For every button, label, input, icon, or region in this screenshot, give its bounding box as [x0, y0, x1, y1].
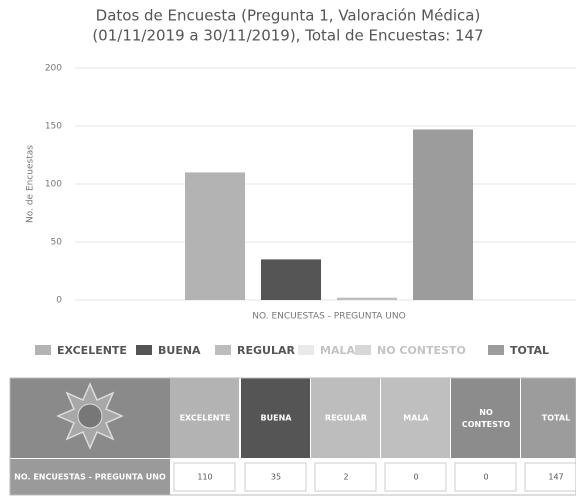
logo: [10, 378, 170, 458]
bar: [261, 259, 321, 300]
table-value: 147: [548, 473, 563, 482]
x-tick-label: NO. ENCUESTAS - PREGUNTA UNO: [252, 312, 405, 322]
legend-swatch: [136, 345, 152, 355]
legend-swatch: [215, 345, 231, 355]
legend-label: MALA: [320, 344, 355, 357]
table-value: 110: [197, 473, 212, 482]
column-header: MALA: [403, 414, 429, 423]
header-cell: [381, 378, 450, 458]
bar: [413, 129, 473, 300]
legend-label: NO CONTESTO: [377, 344, 466, 357]
table-value: 0: [413, 473, 418, 482]
header-cell: [241, 378, 310, 458]
y-tick-label: 0: [56, 296, 62, 306]
y-tick-label: 100: [45, 180, 62, 190]
table-value: 2: [343, 473, 348, 482]
column-header: REGULAR: [325, 414, 367, 423]
chart-subtitle: (01/11/2019 a 30/11/2019), Total de Encu…: [92, 27, 483, 45]
logo-center: [77, 403, 103, 429]
header-cell: [521, 378, 576, 458]
legend-swatch: [355, 345, 371, 355]
value-cell: [384, 462, 447, 492]
column-header: NO CONTESTO: [462, 408, 511, 429]
row-header: NO. ENCUESTAS - PREGUNTA UNO: [14, 473, 166, 482]
row-header-cell: [10, 459, 170, 495]
legend-label: TOTAL: [510, 344, 549, 357]
column-header: TOTAL: [542, 414, 570, 423]
chart-title: Datos de Encuesta (Pregunta 1, Valoració…: [96, 7, 481, 25]
table-value: 0: [483, 473, 488, 482]
column-header: BUENA: [261, 414, 293, 423]
legend-label: BUENA: [158, 344, 201, 357]
bar: [185, 172, 245, 300]
value-cell: [244, 462, 307, 492]
column-header: EXCELENTE: [180, 414, 231, 423]
y-tick-label: 150: [45, 122, 62, 132]
value-cell: [454, 462, 517, 492]
y-axis-label: No. de Encuestas: [26, 145, 36, 223]
legend-swatch: [298, 345, 314, 355]
table-border: [9, 377, 576, 496]
header-cell: [170, 378, 239, 458]
legend-label: EXCELENTE: [57, 344, 127, 357]
table-value: 35: [271, 473, 281, 482]
header-cell: [311, 378, 380, 458]
value-cell: [173, 462, 236, 492]
legend-swatch: [35, 345, 51, 355]
legend-label: REGULAR: [237, 344, 295, 357]
y-tick-label: 200: [45, 64, 62, 74]
value-cell: [524, 462, 576, 492]
header-cell: [451, 378, 520, 458]
legend-swatch: [488, 345, 504, 355]
y-tick-label: 50: [51, 238, 63, 248]
value-cell: [314, 462, 377, 492]
bar: [337, 297, 397, 300]
